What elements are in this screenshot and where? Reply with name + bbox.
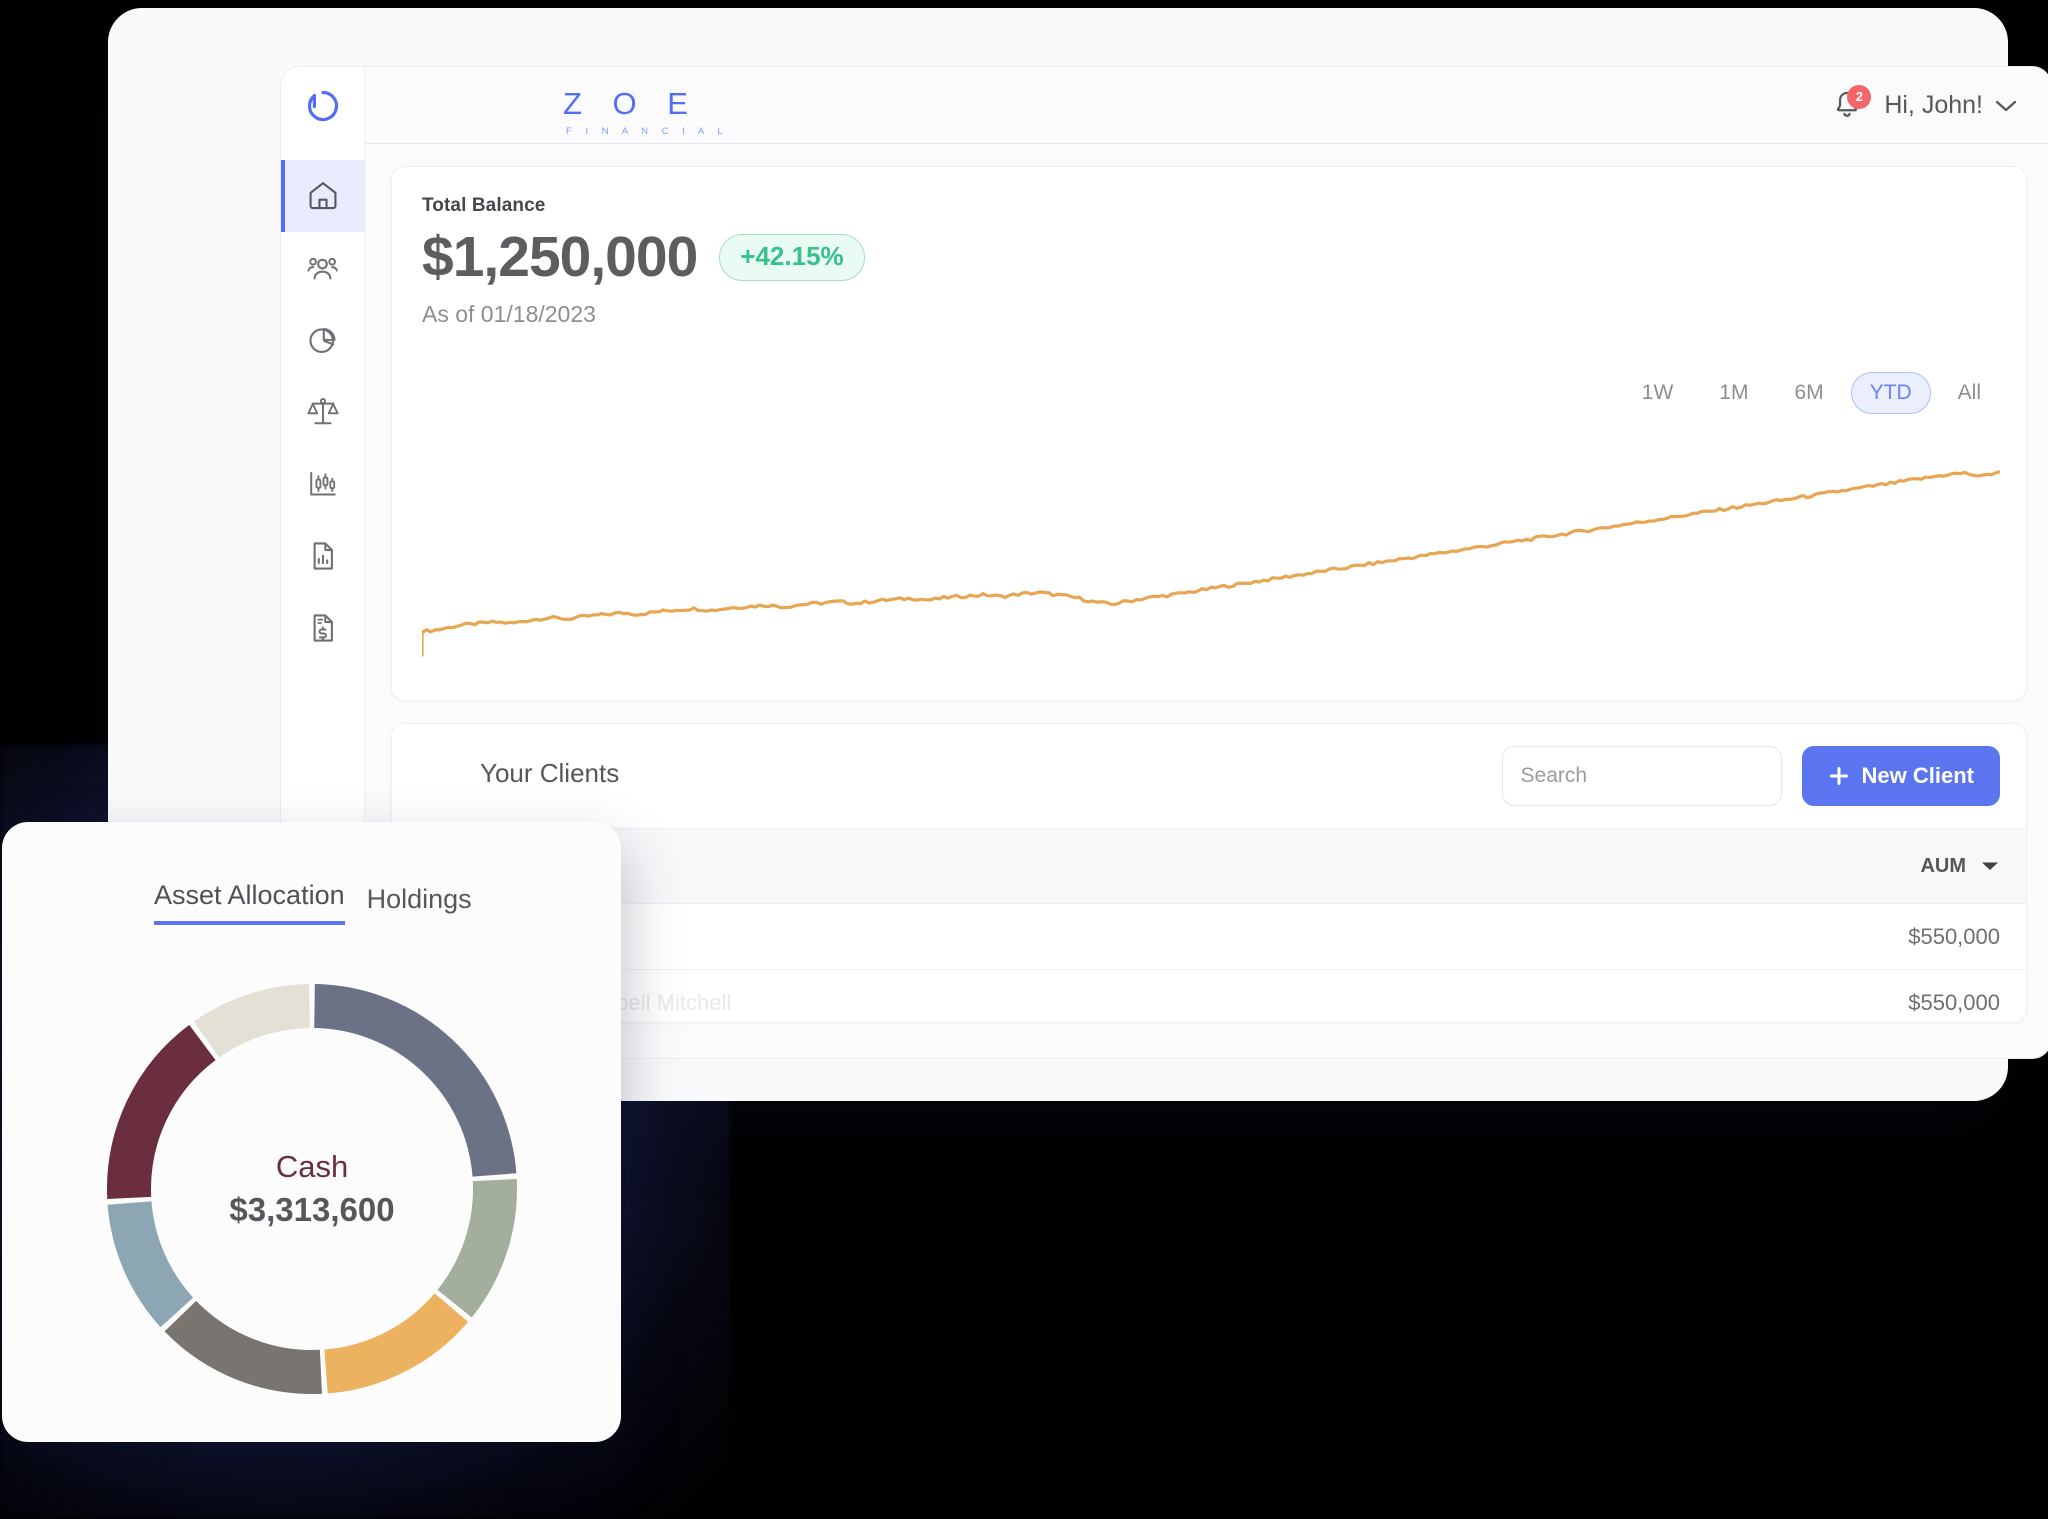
client-search-box[interactable] bbox=[1501, 746, 1792, 806]
total-balance-card: Total Balance $1,250,000 +42.15% As of 0… bbox=[391, 166, 2027, 835]
clients-title: Your Clients bbox=[480, 758, 620, 788]
range-tab-1m[interactable]: 1M bbox=[1719, 381, 1749, 404]
users-icon bbox=[307, 257, 338, 280]
allocation-donut-chart[interactable]: Cash $3,313,600 bbox=[97, 974, 527, 1404]
total-balance-label: Total Balance bbox=[422, 195, 546, 216]
tab-asset-allocation[interactable]: Asset Allocation bbox=[154, 880, 345, 925]
client-aum: $550,000 bbox=[1908, 923, 2000, 949]
zoe-wordmark[interactable]: Z O E F I N A N C I A L bbox=[563, 85, 728, 137]
range-tab-6m[interactable]: 6M bbox=[1794, 381, 1824, 404]
zoe-wordmark-text: Z O E bbox=[563, 86, 699, 121]
range-tab-1w[interactable]: 1W bbox=[1641, 381, 1674, 404]
donut-segment[interactable] bbox=[164, 1300, 323, 1394]
donut-segment[interactable] bbox=[107, 1024, 216, 1200]
donut-segment[interactable] bbox=[107, 1200, 194, 1328]
sidebar-item-reports[interactable] bbox=[281, 520, 365, 592]
home-icon bbox=[309, 182, 337, 210]
app-window: Z O E F I N A N C I A L 2 Hi, John! bbox=[280, 66, 2048, 1059]
sidebar-item-home[interactable] bbox=[281, 160, 365, 232]
column-header-aum-label: AUM bbox=[1920, 854, 1966, 877]
donut-segment[interactable] bbox=[313, 984, 517, 1178]
candlestick-icon bbox=[310, 472, 336, 496]
chevron-down-icon bbox=[1995, 100, 2017, 111]
clients-table-header: Name AUM bbox=[392, 828, 2026, 904]
total-balance-amount: $1,250,000 bbox=[422, 225, 698, 289]
total-balance-as-of: As of 01/18/2023 bbox=[422, 301, 596, 327]
greeting-text: Hi, John! bbox=[1884, 91, 1983, 119]
top-bar-right: 2 Hi, John! bbox=[1832, 67, 2017, 144]
client-aum: $550,000 bbox=[1908, 989, 2000, 1015]
pie-chart-icon bbox=[309, 327, 336, 353]
new-client-label: New Client bbox=[1861, 763, 1974, 788]
donut-segment[interactable] bbox=[193, 984, 311, 1058]
zoe-circle-mark-icon bbox=[307, 90, 338, 121]
sidebar-item-clients[interactable] bbox=[281, 232, 365, 304]
new-client-button[interactable]: New Client bbox=[1801, 746, 2000, 806]
balance-line-chart[interactable] bbox=[422, 467, 2000, 657]
search-input[interactable] bbox=[1520, 764, 1792, 788]
total-balance-change-badge: +42.15% bbox=[719, 233, 865, 281]
notification-badge: 2 bbox=[1847, 84, 1872, 109]
total-balance-row: $1,250,000 +42.15% bbox=[422, 223, 1996, 291]
sidebar-item-billing[interactable] bbox=[281, 592, 365, 664]
brand-mark-cell[interactable] bbox=[281, 67, 365, 144]
donut-segment[interactable] bbox=[437, 1178, 517, 1318]
your-clients-card: Your Clients bbox=[391, 723, 2027, 1023]
column-header-aum[interactable]: AUM bbox=[1770, 855, 2000, 878]
clients-actions: New Client bbox=[1501, 746, 2000, 806]
main-content: Total Balance $1,250,000 +42.15% As of 0… bbox=[365, 144, 2048, 1058]
sidebar-item-markets[interactable] bbox=[281, 448, 365, 520]
sort-descending-icon[interactable] bbox=[1980, 859, 2000, 873]
time-range-selector: 1W 1M 6M YTD All bbox=[1623, 372, 2000, 414]
sidebar-item-balance[interactable] bbox=[281, 376, 365, 448]
allocation-tabs: Asset Allocation Holdings bbox=[154, 880, 472, 925]
zoe-tagline-text: F I N A N C I A L bbox=[566, 126, 729, 137]
table-row[interactable]: Chelsy $550,000 bbox=[392, 904, 2026, 970]
balance-line-chart-svg bbox=[422, 467, 2000, 657]
plus-icon bbox=[1829, 767, 1848, 785]
clients-header: Your Clients bbox=[392, 724, 2026, 828]
user-menu[interactable]: Hi, John! bbox=[1884, 91, 2017, 120]
document-dollar-icon bbox=[313, 614, 333, 642]
top-bar: Z O E F I N A N C I A L 2 Hi, John! bbox=[281, 67, 2048, 144]
tab-holdings[interactable]: Holdings bbox=[366, 884, 472, 914]
notifications-button[interactable]: 2 bbox=[1832, 84, 1872, 123]
range-tab-all[interactable]: All bbox=[1957, 381, 1981, 404]
scales-icon bbox=[307, 398, 339, 425]
device-frame: Z O E F I N A N C I A L 2 Hi, John! bbox=[108, 8, 2048, 1101]
range-tab-ytd[interactable]: YTD bbox=[1850, 372, 1931, 414]
sidebar-item-allocation[interactable] bbox=[281, 304, 365, 376]
allocation-donut-svg bbox=[107, 984, 517, 1394]
asset-allocation-card: Asset Allocation Holdings Cash $3,313,60… bbox=[2, 822, 621, 1442]
table-row[interactable]: Diane Campbell Mitchell $550,000 bbox=[392, 970, 2026, 1022]
donut-segment[interactable] bbox=[323, 1292, 469, 1394]
document-chart-icon bbox=[313, 542, 333, 570]
